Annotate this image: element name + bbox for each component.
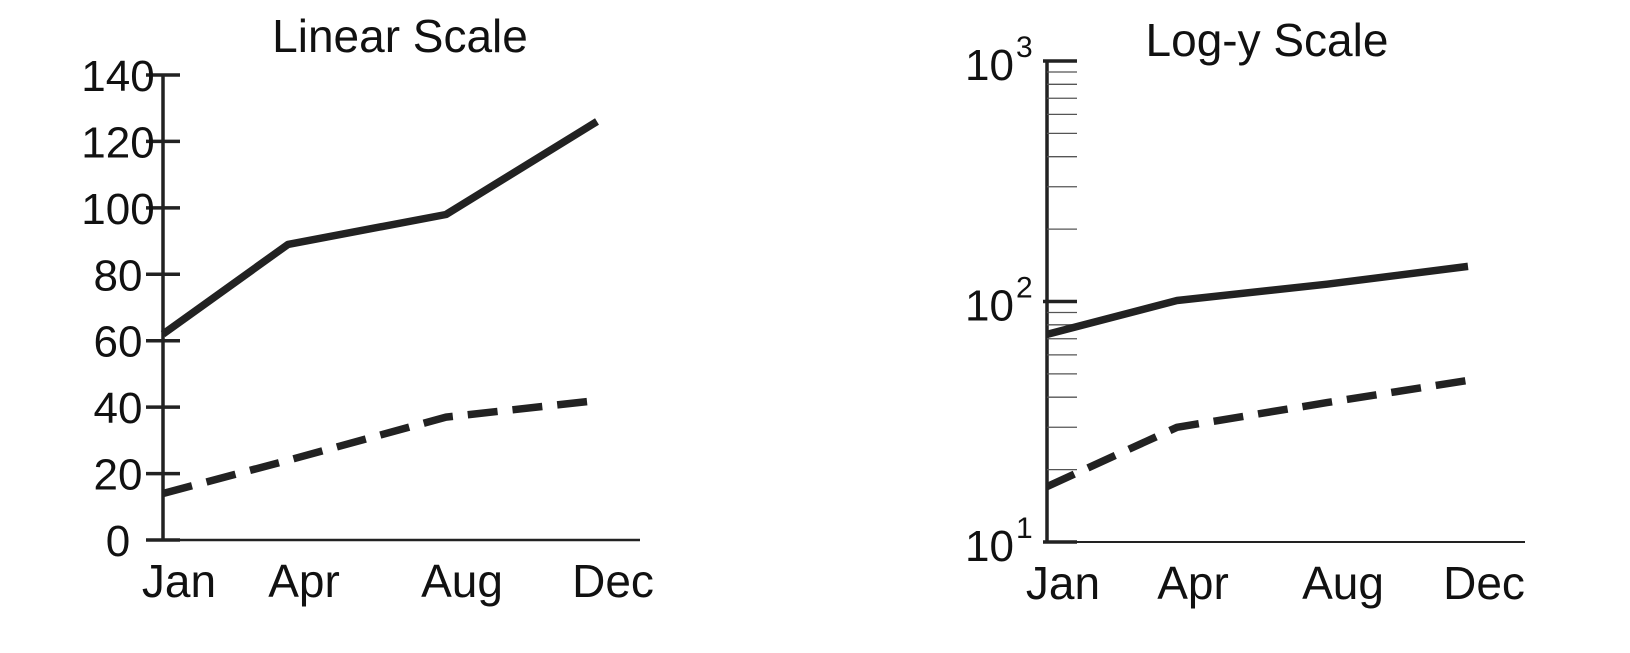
y-tick-label: 10 bbox=[965, 522, 1014, 571]
x-tick-label: Dec bbox=[1443, 557, 1525, 609]
y-tick-label: 10 bbox=[965, 282, 1014, 331]
y-tick-label: 120 bbox=[81, 118, 154, 167]
x-tick-label: Jan bbox=[142, 555, 216, 607]
y-tick-label-exponent: 3 bbox=[1016, 31, 1033, 64]
chart-1: Linear Scale 0 20 40 60 80 100 120 140 Jan Apr Aug D… bbox=[81, 10, 654, 607]
y-tick-label: 20 bbox=[94, 451, 143, 500]
x-tick-label: Apr bbox=[268, 555, 340, 607]
y-tick-label: 0 bbox=[106, 517, 130, 566]
x-tick-label: Aug bbox=[1302, 557, 1384, 609]
series-line-dashed bbox=[162, 396, 598, 498]
y-tick-label: 140 bbox=[81, 52, 154, 101]
y-tick-label: 80 bbox=[94, 251, 143, 300]
x-tick-label: Jan bbox=[1026, 557, 1100, 609]
y-tick-label: 10 bbox=[965, 41, 1014, 90]
x-tick-label: Apr bbox=[1157, 557, 1229, 609]
x-tick-label: Aug bbox=[421, 555, 503, 607]
y-tick-label: 100 bbox=[81, 185, 154, 234]
series-line-solid bbox=[1046, 262, 1469, 339]
y-tick-label-exponent: 1 bbox=[1016, 512, 1033, 545]
series-line-solid bbox=[160, 118, 599, 338]
y-tick-label-exponent: 2 bbox=[1016, 272, 1033, 305]
y-tick-label: 60 bbox=[94, 318, 143, 367]
y-tick-label: 40 bbox=[94, 384, 143, 433]
series-line-dashed bbox=[1045, 376, 1469, 491]
x-tick-label: Dec bbox=[572, 555, 654, 607]
chart-title: Log-y Scale bbox=[1146, 14, 1389, 66]
chart-title: Linear Scale bbox=[272, 10, 528, 62]
